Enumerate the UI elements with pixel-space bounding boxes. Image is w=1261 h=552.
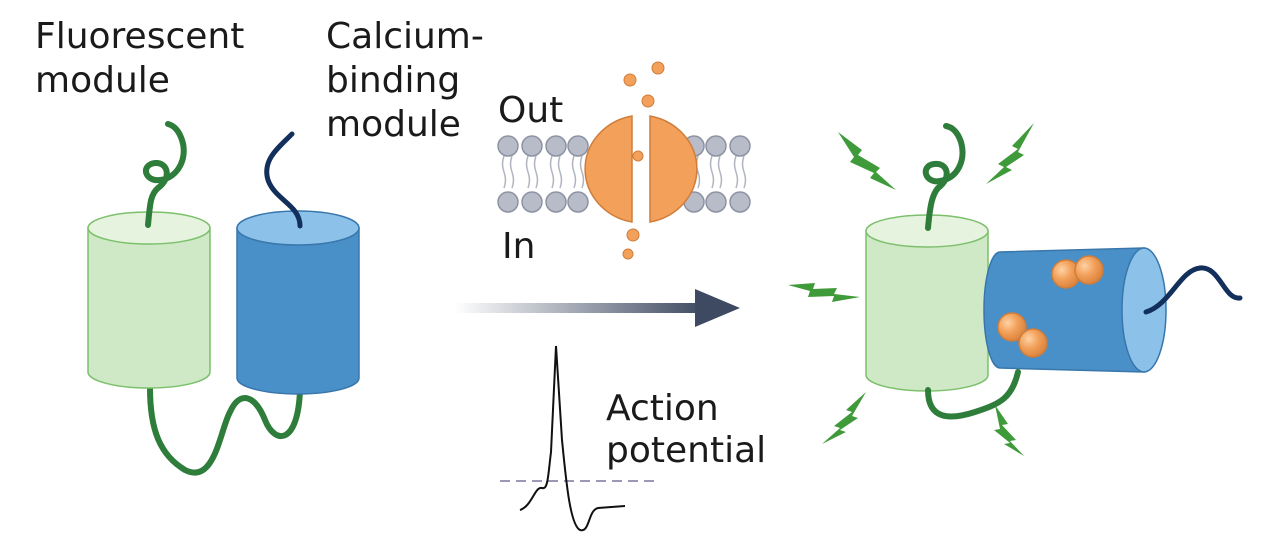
fluorescent-module-label: Fluorescent	[35, 16, 244, 57]
fluorescent-module-cylinder-active	[865, 214, 989, 392]
calcium-terminus-strand	[264, 131, 303, 229]
ion-channel-right-half	[649, 115, 698, 223]
fluorescent-module-label-2: module	[35, 60, 170, 101]
calcium-module-label-2: binding	[326, 60, 460, 101]
cell-membrane	[497, 61, 751, 260]
inactive-sensor	[87, 121, 360, 476]
calcium-module-label-3: module	[326, 104, 461, 145]
calcium-ions	[622, 61, 665, 260]
out-label: Out	[498, 90, 563, 131]
fluorescent-module-cylinder	[87, 211, 211, 389]
bound-calcium-ions	[997, 255, 1104, 358]
in-label: In	[502, 226, 535, 267]
linker-strand	[147, 385, 303, 476]
fluorescence-flash-icons	[788, 123, 1034, 456]
ion-channel-left-half	[584, 115, 633, 223]
calcium-module-label: Calcium-	[326, 16, 484, 57]
fluorescent-terminus-strand-active	[922, 123, 966, 231]
fluorescent-terminus-strand	[143, 121, 187, 228]
calcium-module-cylinder	[236, 210, 360, 395]
linker-strand-active	[925, 369, 1021, 420]
transition-arrow	[455, 289, 740, 327]
active-sensor	[788, 123, 1243, 456]
action-potential-label: Action	[606, 388, 719, 429]
action-potential-trace	[500, 345, 655, 532]
calcium-terminus-strand-active	[1143, 265, 1243, 315]
action-potential-label-2: potential	[606, 430, 766, 471]
